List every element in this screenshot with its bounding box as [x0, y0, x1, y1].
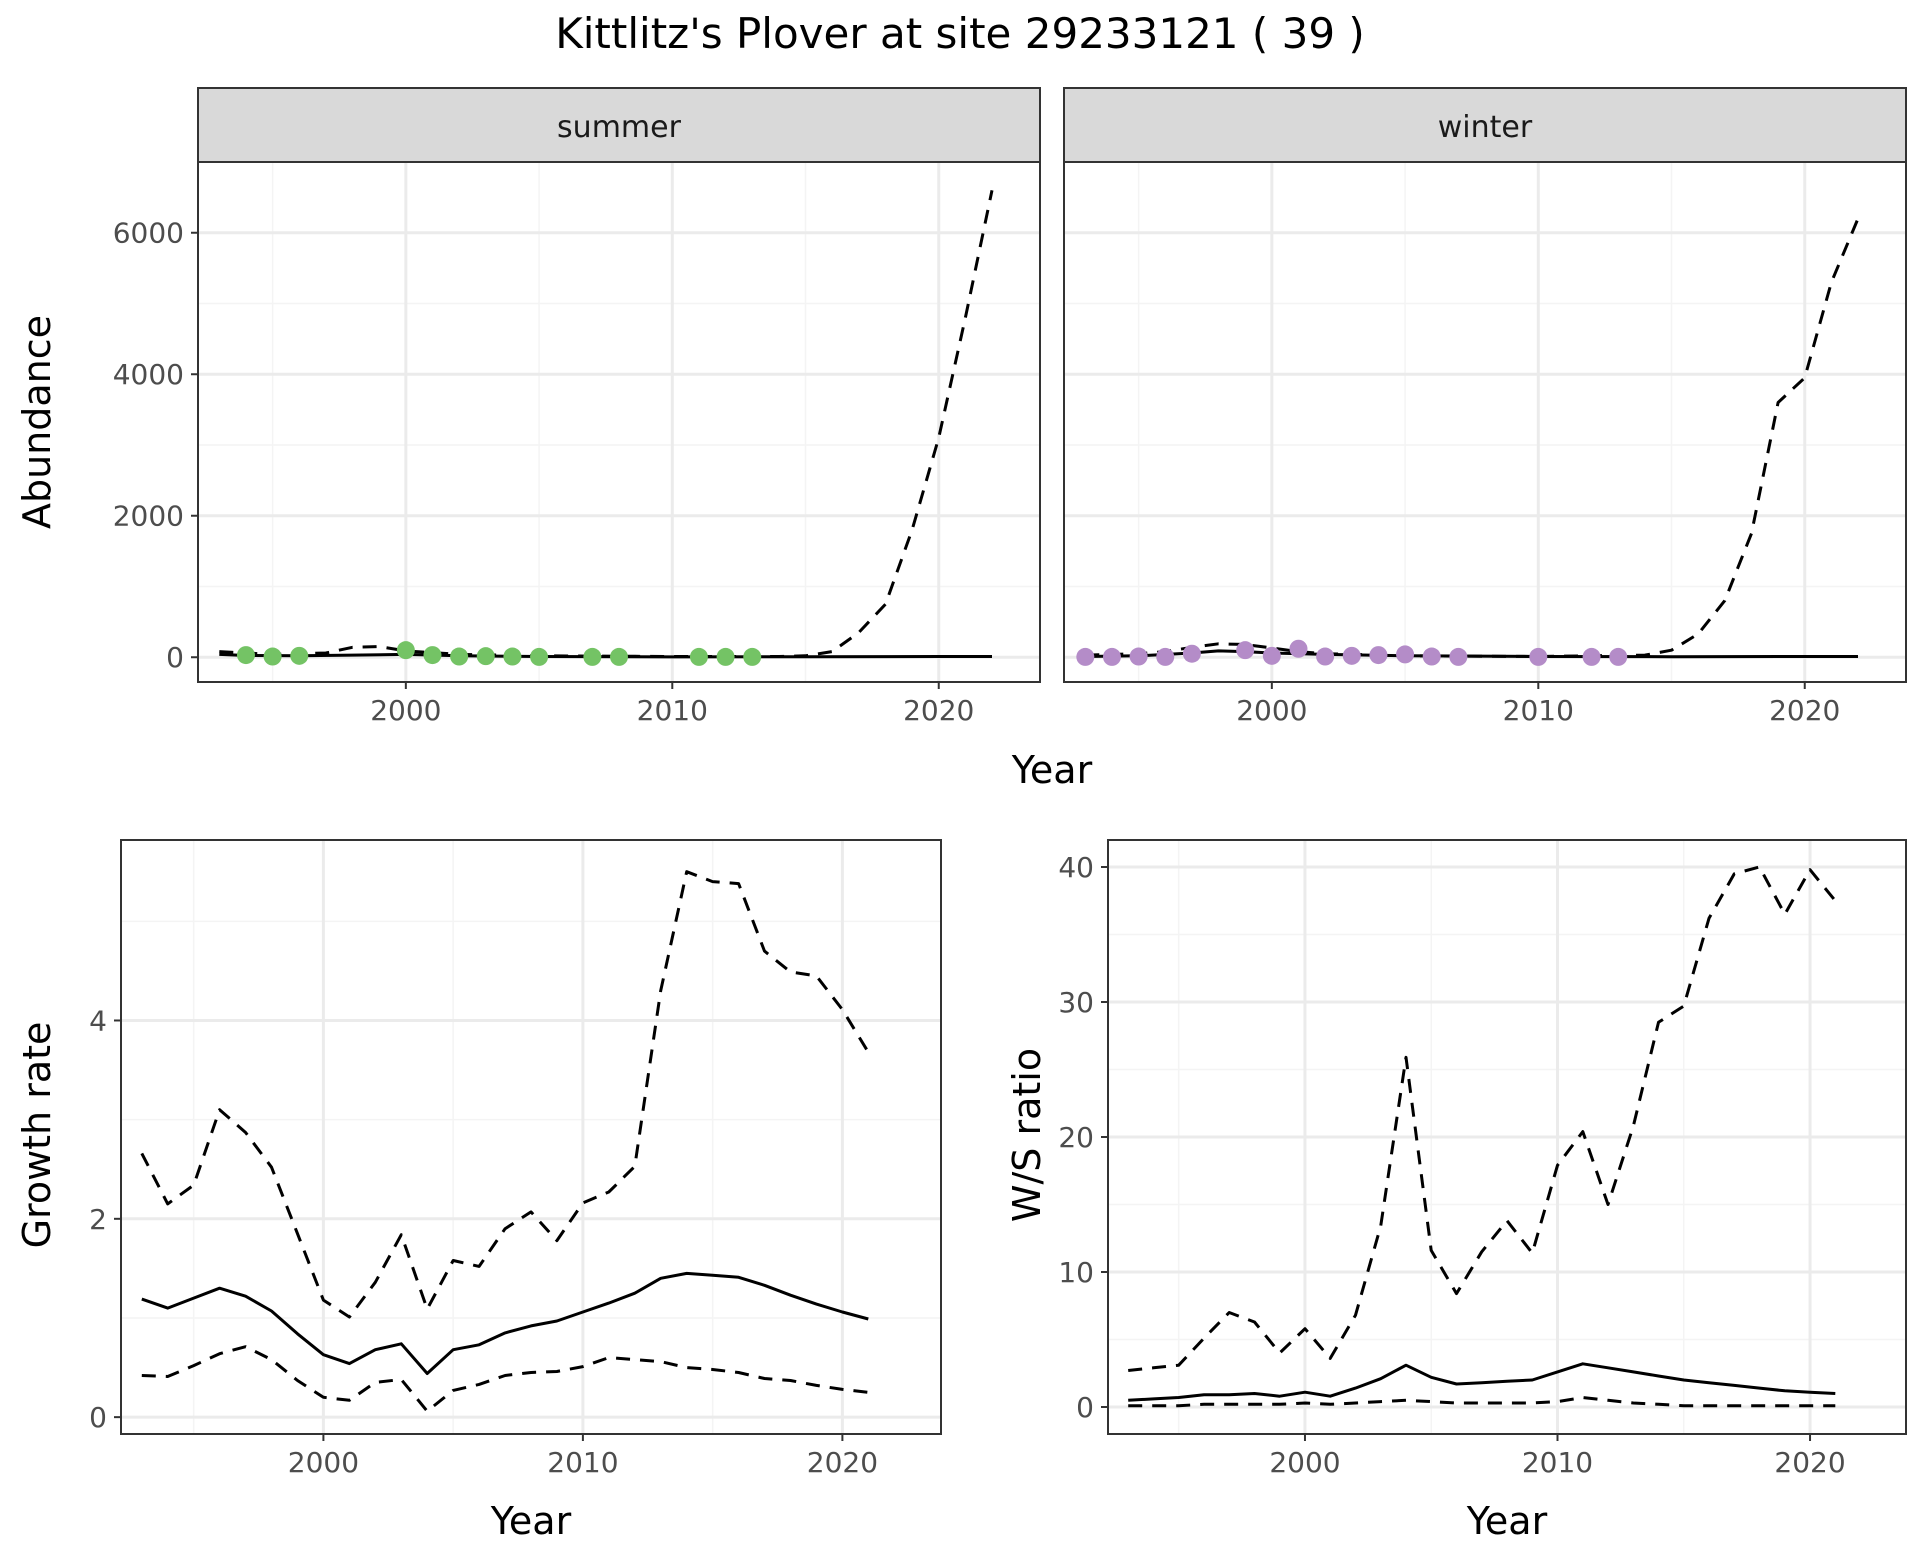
xlabel-ws-ratio: Year	[1466, 1499, 1548, 1543]
data-point	[423, 646, 442, 665]
panel-border	[120, 839, 942, 1435]
data-point	[1369, 646, 1388, 665]
ylabel-growth-rate: Growth rate	[15, 1022, 59, 1249]
data-point	[1156, 647, 1175, 666]
strip-label-summer: summer	[557, 110, 682, 145]
y-tick-label: 0	[166, 641, 184, 674]
data-point	[530, 647, 549, 666]
data-point	[1102, 647, 1121, 666]
data-point	[236, 646, 255, 665]
data-point	[743, 647, 762, 666]
panel-ws-ratio: 2000 2010 2020 0 10 20 30 40	[1058, 839, 1907, 1479]
x-tick-label: 2010	[637, 694, 708, 727]
plot-background	[121, 840, 941, 1434]
y-tick-label: 4	[89, 1004, 107, 1037]
y-tick-label: 20	[1058, 1121, 1094, 1154]
x-tick-label: 2020	[1769, 694, 1840, 727]
panel-growth-rate: 2000 2010 2020 0 2 4	[89, 839, 942, 1479]
data-point	[450, 647, 469, 666]
data-point	[1262, 646, 1281, 665]
ylabel-ws-ratio: W/S ratio	[1005, 1048, 1049, 1222]
dashed-series-line-2	[1128, 865, 1837, 1372]
plot-background	[1064, 162, 1906, 682]
y-tick-label: 0	[1076, 1391, 1094, 1424]
x-tick-label: 2020	[807, 1446, 878, 1479]
x-tick-label: 2000	[1269, 1446, 1340, 1479]
dashed-series-line-2	[140, 870, 870, 1319]
x-tick-label: 2010	[1522, 1446, 1593, 1479]
data-point	[583, 647, 602, 666]
dashed-series-line-1	[1085, 218, 1860, 658]
solid-series-line-0	[141, 1271, 869, 1375]
y-tick-label: 40	[1058, 851, 1094, 884]
figure-title: Kittlitz's Plover at site 29233121 ( 39 …	[555, 9, 1365, 58]
data-point	[503, 647, 522, 666]
data-point	[1609, 647, 1628, 666]
plot-background	[198, 162, 1040, 682]
data-point	[716, 647, 735, 666]
data-point	[263, 647, 282, 666]
data-point	[610, 647, 628, 666]
y-tick-label: 6000	[113, 217, 184, 250]
dashed-series-line-1	[141, 1345, 869, 1413]
data-point	[396, 641, 415, 660]
data-point	[1449, 647, 1468, 666]
data-point	[1076, 647, 1095, 666]
panel-border	[197, 161, 1041, 683]
data-point	[1289, 639, 1308, 658]
data-point	[1129, 647, 1148, 666]
ylabel-abundance: Abundance	[15, 315, 59, 529]
y-tick-label: 30	[1058, 986, 1094, 1019]
x-tick-label: 2000	[370, 694, 441, 727]
data-point	[689, 647, 708, 666]
strip-summer	[197, 87, 1041, 163]
data-point	[1529, 647, 1548, 666]
strip-label-winter: winter	[1438, 110, 1533, 145]
xlabel-top: Year	[1011, 748, 1093, 792]
data-point	[1236, 641, 1255, 660]
x-tick-label: 2020	[903, 694, 974, 727]
x-tick-label: 2000	[288, 1446, 359, 1479]
xlabel-growth-rate: Year	[490, 1499, 572, 1543]
y-tick-label: 2000	[113, 500, 184, 533]
x-tick-label: 2010	[547, 1446, 618, 1479]
y-tick-label: 0	[89, 1401, 107, 1434]
x-tick-label: 2000	[1236, 694, 1307, 727]
strip-winter	[1063, 87, 1907, 163]
panel-border	[1063, 161, 1907, 683]
data-point	[1182, 644, 1201, 663]
x-tick-label: 2020	[1774, 1446, 1845, 1479]
data-point	[476, 647, 495, 666]
y-tick-label: 4000	[113, 358, 184, 391]
data-point	[1342, 646, 1361, 665]
data-point	[1422, 647, 1441, 666]
data-point	[1582, 647, 1601, 666]
data-point	[290, 646, 309, 665]
y-tick-label: 2	[89, 1203, 107, 1236]
panel-summer: summer 2000 2010 2020 0 2000 4000 6000	[113, 87, 1041, 727]
panel-winter: winter 2000 2010 2020	[1063, 87, 1907, 727]
y-tick-label: 10	[1058, 1256, 1094, 1289]
data-point	[1316, 647, 1335, 666]
x-tick-label: 2010	[1503, 694, 1574, 727]
data-point	[1396, 645, 1415, 664]
solid-series-line-0	[1128, 1362, 1836, 1402]
panel-border	[1107, 839, 1907, 1435]
